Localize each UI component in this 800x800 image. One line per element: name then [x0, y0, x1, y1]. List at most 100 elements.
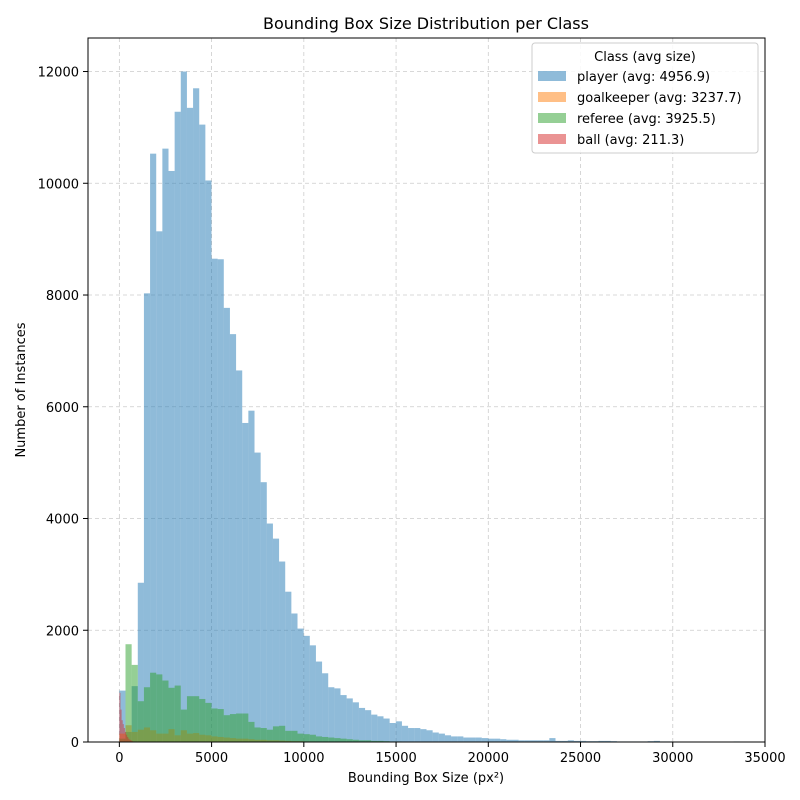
histogram-bar: [346, 739, 353, 742]
histogram-bar: [260, 728, 267, 742]
histogram-bar: [598, 740, 605, 742]
histogram-bar: [358, 740, 366, 742]
histogram-bar: [174, 111, 181, 742]
legend-swatch: [538, 134, 566, 144]
histogram-bar: [150, 672, 157, 742]
histogram-bar: [315, 736, 323, 742]
histogram-bar: [561, 740, 568, 742]
x-tick-label: 15000: [375, 751, 416, 766]
x-tick-label: 30000: [652, 751, 693, 766]
histogram-bar: [438, 733, 445, 742]
histogram-bar: [389, 723, 396, 742]
histogram-bar: [122, 724, 124, 742]
histogram-bar: [322, 673, 329, 742]
histogram-bar: [150, 153, 157, 742]
histogram-bar: [211, 708, 218, 742]
histogram-bar: [371, 740, 378, 742]
histogram-bar: [401, 725, 409, 742]
plot-frame: [87, 37, 766, 743]
histogram-bar: [395, 721, 402, 742]
histogram-bar: [451, 736, 458, 742]
histogram-bar: [365, 740, 372, 742]
histogram-bar: [260, 482, 267, 742]
histogram-bar: [131, 664, 138, 742]
legend-box: [531, 42, 759, 154]
x-tick-label: 5000: [195, 751, 228, 766]
histogram-bar: [143, 687, 151, 742]
histogram-bar: [156, 231, 163, 743]
legend-entry-label: referee (avg: 3925.5): [577, 112, 716, 127]
histogram-bar: [377, 740, 384, 742]
histogram-bar: [567, 740, 574, 742]
histogram-bar: [494, 738, 501, 742]
histogram-bar: [334, 738, 341, 742]
histogram-bar: [432, 732, 439, 742]
histogram-bar: [242, 713, 249, 742]
histogram-bar: [524, 740, 531, 742]
histogram-bar: [285, 730, 292, 742]
chart-title: Bounding Box Size Distribution per Class: [263, 14, 589, 33]
histogram-bar: [126, 734, 128, 742]
histogram-bar: [518, 740, 525, 742]
histogram-bar: [279, 561, 286, 742]
histogram-bar: [309, 734, 316, 742]
histogram-bar: [315, 661, 323, 742]
histogram-bar: [555, 740, 562, 742]
histogram-bar: [217, 709, 224, 742]
histogram-bar: [205, 180, 212, 742]
histogram-bar: [506, 739, 513, 742]
histogram-bar: [530, 740, 538, 742]
histogram-bar: [272, 726, 280, 742]
histogram-bar: [322, 736, 329, 742]
histogram-bar: [125, 644, 132, 742]
histogram-bar: [128, 738, 130, 742]
histogram-bar: [420, 729, 427, 742]
histogram-bar: [193, 696, 200, 742]
histogram-bar: [426, 730, 433, 742]
histogram-bar: [414, 728, 421, 742]
histogram-bar: [229, 334, 237, 742]
histogram-bar: [358, 707, 366, 742]
histogram-bar: [236, 713, 243, 742]
histogram-bar: [124, 731, 127, 742]
histogram-bar: [248, 721, 255, 742]
histogram-bar: [537, 740, 544, 742]
histogram-bar: [131, 740, 133, 742]
y-tick-label: 2000: [46, 624, 79, 639]
y-axis-label: Number of Instances: [14, 322, 29, 457]
histogram-bar: [297, 628, 304, 742]
histogram-bar: [500, 739, 507, 742]
histogram-bar: [186, 107, 194, 743]
legend-items: player (avg: 4956.9) goalkeeper (avg: 323…: [538, 70, 742, 148]
histogram-bar: [543, 740, 550, 742]
histogram-bar: [120, 709, 122, 742]
histogram-bar: [180, 71, 187, 743]
histogram-bar: [130, 740, 132, 742]
histogram-bar: [549, 738, 556, 742]
histogram-bar: [266, 729, 273, 742]
histogram-bar: [205, 702, 212, 742]
histogram-bar: [328, 737, 335, 742]
histogram-bar: [162, 148, 169, 743]
histogram-bar: [297, 733, 304, 742]
bars-layer: [119, 71, 740, 743]
histogram-bar: [352, 702, 359, 742]
legend-title: Class (avg size): [594, 50, 696, 65]
histogram-bar: [223, 715, 230, 742]
histogram-bar: [143, 293, 151, 742]
x-tick-label: 0: [115, 751, 123, 766]
histogram-bar: [186, 696, 194, 742]
histogram-bar: [127, 736, 129, 742]
histogram-bar: [223, 307, 230, 742]
histogram-bar: [199, 698, 206, 742]
x-tick-label: 35000: [744, 751, 785, 766]
series-0: [119, 71, 740, 743]
y-tick-label: 4000: [46, 513, 79, 528]
histogram-bar: [211, 258, 218, 742]
histogram-bar: [229, 714, 237, 742]
histogram-bar: [248, 410, 255, 742]
histogram-bar: [137, 701, 144, 742]
histogram-bar: [383, 718, 390, 742]
